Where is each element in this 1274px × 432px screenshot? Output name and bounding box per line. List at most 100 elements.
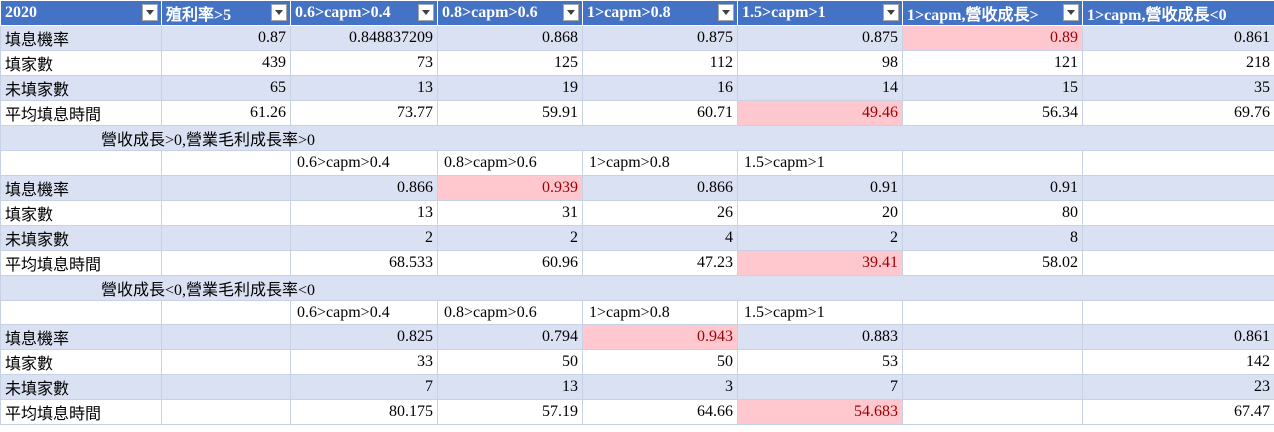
cell[interactable]: 0.861 [1082, 25, 1274, 51]
subheader-cell[interactable]: 0.8>capm>0.6 [437, 150, 583, 176]
cell[interactable] [161, 174, 291, 201]
cell[interactable]: 218 [1082, 50, 1274, 76]
cell[interactable]: 35 [1082, 75, 1274, 101]
cell[interactable]: 13 [437, 374, 583, 401]
cell[interactable]: 20 [737, 199, 903, 226]
highlighted-cell[interactable]: 54.683 [737, 399, 903, 426]
cell[interactable] [0, 299, 162, 326]
cell[interactable] [902, 324, 1083, 351]
cell[interactable]: 57.19 [437, 399, 583, 426]
cell[interactable] [1082, 249, 1274, 276]
cell[interactable]: 14 [737, 75, 903, 101]
filter-dropdown-icon[interactable] [563, 4, 579, 21]
cell[interactable]: 31 [437, 199, 583, 226]
cell[interactable]: 65 [161, 75, 291, 101]
row-label[interactable]: 填家數 [0, 199, 162, 226]
row-label[interactable]: 未填家數 [0, 374, 162, 401]
cell[interactable]: 439 [161, 50, 291, 76]
cell[interactable]: 47.23 [582, 249, 738, 276]
cell[interactable]: 0.91 [902, 174, 1083, 201]
row-label[interactable]: 填家數 [0, 50, 162, 76]
cell[interactable]: 58.02 [902, 249, 1083, 276]
cell[interactable] [161, 349, 291, 376]
cell[interactable] [161, 399, 291, 426]
cell[interactable]: 64.66 [582, 399, 738, 426]
filter-dropdown-icon[interactable] [883, 4, 899, 21]
cell[interactable] [902, 349, 1083, 376]
cell[interactable] [161, 324, 291, 351]
cell[interactable]: 2 [737, 224, 903, 251]
row-label[interactable]: 填家數 [0, 349, 162, 376]
cell[interactable] [902, 374, 1083, 401]
subheader-cell[interactable]: 1.5>capm>1 [737, 150, 903, 176]
cell[interactable] [902, 299, 1083, 326]
cell[interactable] [161, 199, 291, 226]
row-label[interactable]: 平均填息時間 [0, 399, 162, 426]
cell[interactable]: 50 [582, 349, 738, 376]
cell[interactable]: 67.47 [1082, 399, 1274, 426]
cell[interactable] [0, 150, 162, 176]
cell[interactable]: 0.866 [290, 174, 438, 201]
cell[interactable]: 0.875 [737, 25, 903, 51]
filter-dropdown-icon[interactable] [1063, 4, 1079, 21]
cell[interactable]: 8 [902, 224, 1083, 251]
row-label[interactable]: 平均填息時間 [0, 249, 162, 276]
subheader-cell[interactable]: 0.6>capm>0.4 [290, 299, 438, 326]
cell[interactable]: 0.861 [1082, 324, 1274, 351]
filter-dropdown-icon[interactable] [271, 4, 287, 21]
subheader-cell[interactable]: 0.8>capm>0.6 [437, 299, 583, 326]
cell[interactable] [161, 249, 291, 276]
cell[interactable]: 7 [290, 374, 438, 401]
cell[interactable]: 60.96 [437, 249, 583, 276]
cell[interactable]: 80 [902, 199, 1083, 226]
cell[interactable]: 16 [582, 75, 738, 101]
filter-dropdown-icon[interactable] [142, 4, 158, 21]
cell[interactable]: 13 [290, 199, 438, 226]
cell[interactable] [902, 399, 1083, 426]
cell[interactable]: 0.825 [290, 324, 438, 351]
cell[interactable]: 125 [437, 50, 583, 76]
cell[interactable]: 59.91 [437, 100, 583, 126]
cell[interactable]: 68.533 [290, 249, 438, 276]
cell[interactable]: 7 [737, 374, 903, 401]
row-label[interactable]: 填息機率 [0, 324, 162, 351]
subheader-cell[interactable]: 1.5>capm>1 [737, 299, 903, 326]
subheader-cell[interactable]: 1>capm>0.8 [582, 150, 738, 176]
cell[interactable] [161, 374, 291, 401]
cell[interactable]: 2 [437, 224, 583, 251]
cell[interactable]: 33 [290, 349, 438, 376]
highlighted-cell[interactable]: 0.939 [437, 174, 583, 201]
cell[interactable]: 80.175 [290, 399, 438, 426]
cell[interactable]: 73 [290, 50, 438, 76]
cell[interactable]: 0.794 [437, 324, 583, 351]
cell[interactable] [1082, 299, 1274, 326]
cell[interactable] [161, 224, 291, 251]
cell[interactable]: 2 [290, 224, 438, 251]
subheader-cell[interactable]: 1>capm>0.8 [582, 299, 738, 326]
cell[interactable]: 69.76 [1082, 100, 1274, 126]
cell[interactable]: 3 [582, 374, 738, 401]
section-title[interactable]: 營收成長<0,營業毛利成長率<0 [0, 274, 1274, 301]
cell[interactable]: 26 [582, 199, 738, 226]
filter-dropdown-icon[interactable] [718, 4, 734, 21]
cell[interactable] [1082, 224, 1274, 251]
cell[interactable]: 73.77 [290, 100, 438, 126]
highlighted-cell[interactable]: 49.46 [737, 100, 903, 126]
cell[interactable] [1082, 174, 1274, 201]
cell[interactable] [1082, 199, 1274, 226]
subheader-cell[interactable]: 0.6>capm>0.4 [290, 150, 438, 176]
cell[interactable]: 98 [737, 50, 903, 76]
cell[interactable]: 121 [902, 50, 1083, 76]
cell[interactable] [161, 299, 291, 326]
filter-dropdown-icon[interactable] [418, 4, 434, 21]
row-label[interactable]: 未填家數 [0, 224, 162, 251]
cell[interactable]: 60.71 [582, 100, 738, 126]
cell[interactable] [161, 150, 291, 176]
cell[interactable]: 4 [582, 224, 738, 251]
cell[interactable]: 23 [1082, 374, 1274, 401]
cell[interactable]: 13 [290, 75, 438, 101]
cell[interactable]: 0.866 [582, 174, 738, 201]
cell[interactable]: 0.883 [737, 324, 903, 351]
cell[interactable]: 56.34 [902, 100, 1083, 126]
cell[interactable] [1082, 150, 1274, 176]
